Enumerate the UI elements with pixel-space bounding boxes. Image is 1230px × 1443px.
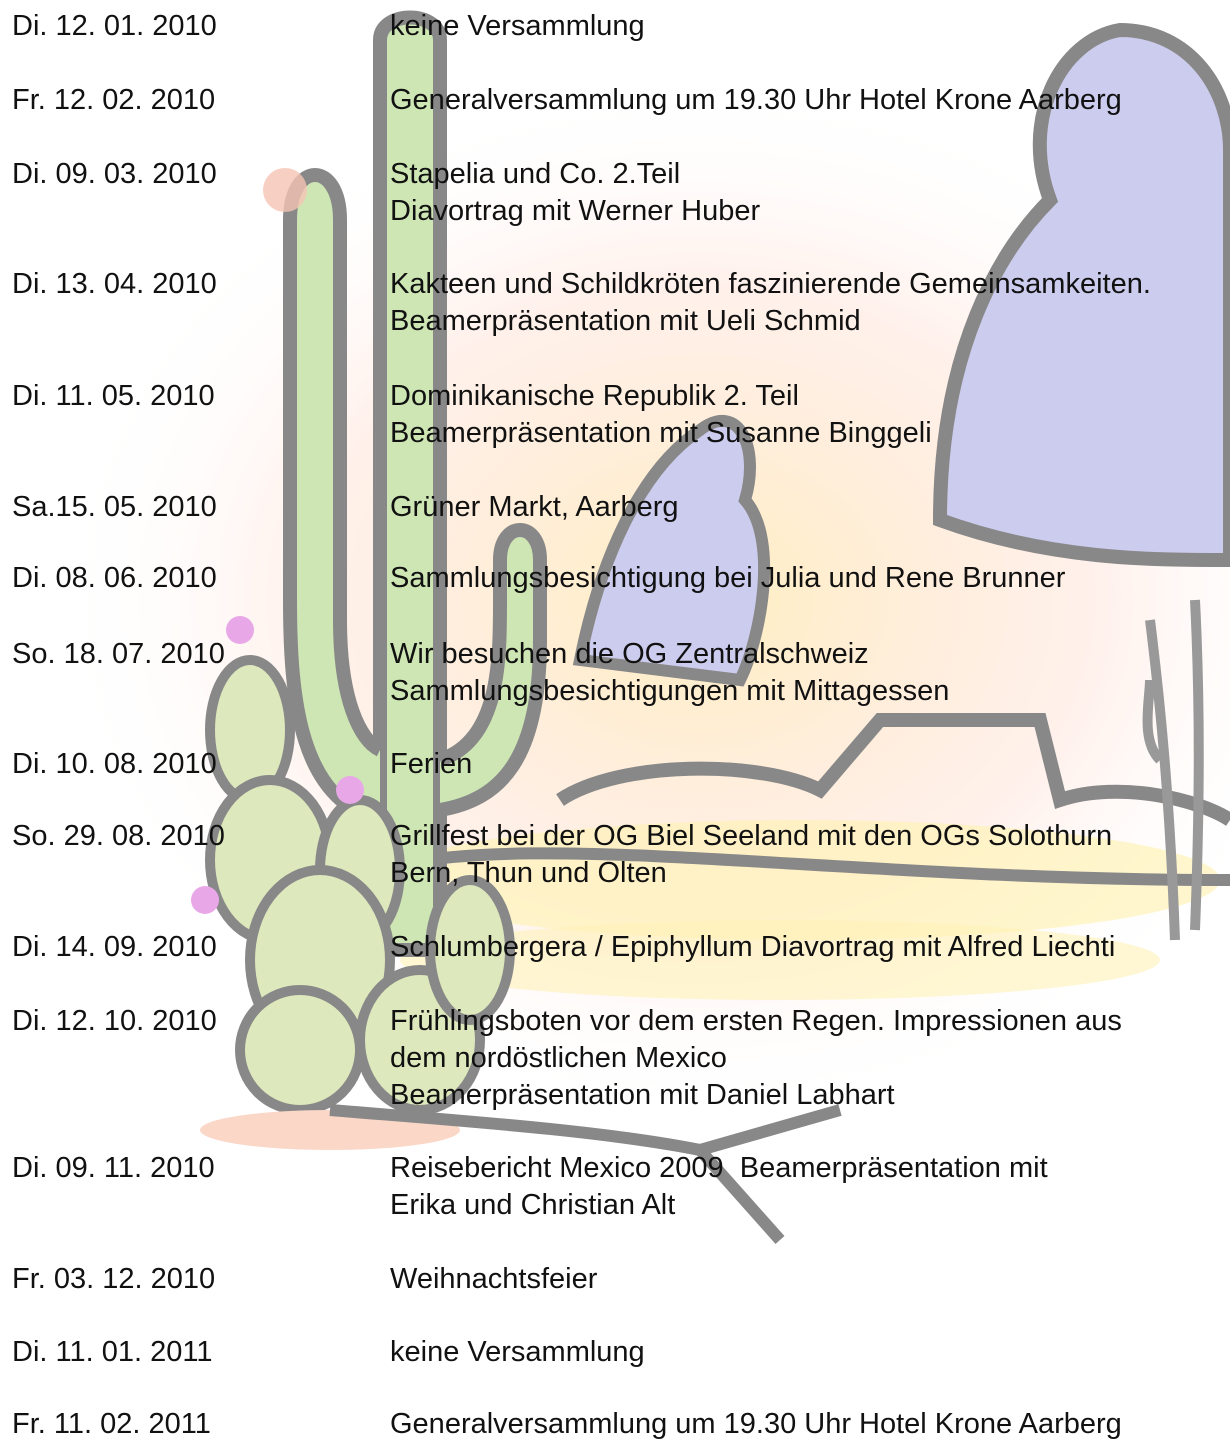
entry-text: dem nordöstlichen Mexico [390,1042,727,1074]
entry-date: Di. 09. 03. 2010 [12,158,217,190]
entry-text: Schlumbergera / Epiphyllum Diavortrag mi… [390,931,1116,963]
entry-text: Wir besuchen die OG Zentralschweiz [390,638,869,670]
entry-date: Di. 08. 06. 2010 [12,562,217,594]
entry-date: Fr. 12. 02. 2010 [12,84,216,116]
entry-text: Dominikanische Republik 2. Teil [390,380,799,412]
entry-text: Stapelia und Co. 2.Teil [390,158,681,190]
entry-date: Fr. 03. 12. 2010 [12,1263,216,1295]
entry-date: Di. 14. 09. 2010 [12,931,217,963]
entry-text: Grillfest bei der OG Biel Seeland mit de… [390,820,1113,852]
entry-date: So. 29. 08. 2010 [12,820,225,852]
entry-text: Bern, Thun und Olten [390,857,667,889]
entry-text: Beamerpräsentation mit Susanne Binggeli [390,417,932,449]
entry-date: Di. 12. 10. 2010 [12,1005,217,1037]
entry-text: Generalversammlung um 19.30 Uhr Hotel Kr… [390,84,1122,116]
entry-text: Beamerpräsentation mit Daniel Labhart [390,1079,895,1111]
entry-date: Di. 13. 04. 2010 [12,268,217,300]
entry-date: Fr. 11. 02. 2011 [12,1408,211,1440]
entry-date: Di. 12. 01. 2010 [12,10,217,42]
entry-text: Diavortrag mit Werner Huber [390,195,761,227]
entry-text: Weihnachtsfeier [390,1263,598,1295]
entry-text: keine Versammlung [390,1336,645,1368]
entry-date: Di. 11. 01. 2011 [12,1336,213,1368]
entry-date: Di. 09. 11. 2010 [12,1152,215,1184]
entry-date: Di. 10. 08. 2010 [12,748,217,780]
entry-text: Kakteen und Schildkröten faszinierende G… [390,268,1151,300]
entry-text: Frühlingsboten vor dem ersten Regen. Imp… [390,1005,1122,1037]
entry-date: Sa.15. 05. 2010 [12,491,217,523]
entry-text: Sammlungsbesichtigungen mit Mittagessen [390,675,950,707]
entry-text: Beamerpräsentation mit Ueli Schmid [390,305,861,337]
entry-text: Ferien [390,748,473,780]
entry-text: Erika und Christian Alt [390,1189,676,1221]
entry-text: Sammlungsbesichtigung bei Julia und Rene… [390,562,1066,594]
entry-date: Di. 11. 05. 2010 [12,380,215,412]
entry-text: keine Versammlung [390,10,645,42]
entry-text: Reisebericht Mexico 2009 Beamerpräsentat… [390,1152,1048,1184]
entry-text: Generalversammlung um 19.30 Uhr Hotel Kr… [390,1408,1122,1440]
entry-text: Grüner Markt, Aarberg [390,491,679,523]
entry-date: So. 18. 07. 2010 [12,638,225,670]
